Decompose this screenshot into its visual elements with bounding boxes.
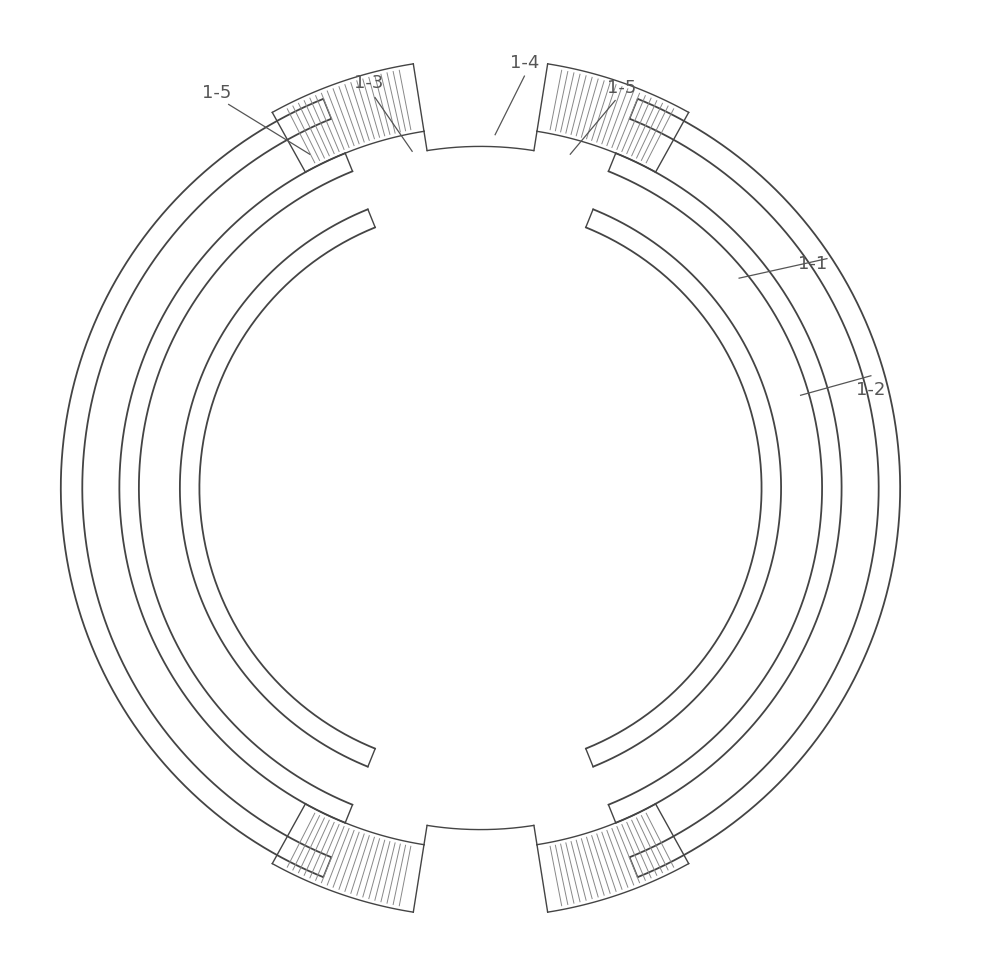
Text: 1-4: 1-4	[510, 55, 539, 72]
Text: 1-3: 1-3	[354, 74, 383, 92]
Text: 1-5: 1-5	[202, 84, 232, 102]
Text: 1-2: 1-2	[856, 382, 886, 399]
Text: 1-1: 1-1	[798, 255, 827, 272]
Text: 1-5: 1-5	[607, 79, 637, 97]
